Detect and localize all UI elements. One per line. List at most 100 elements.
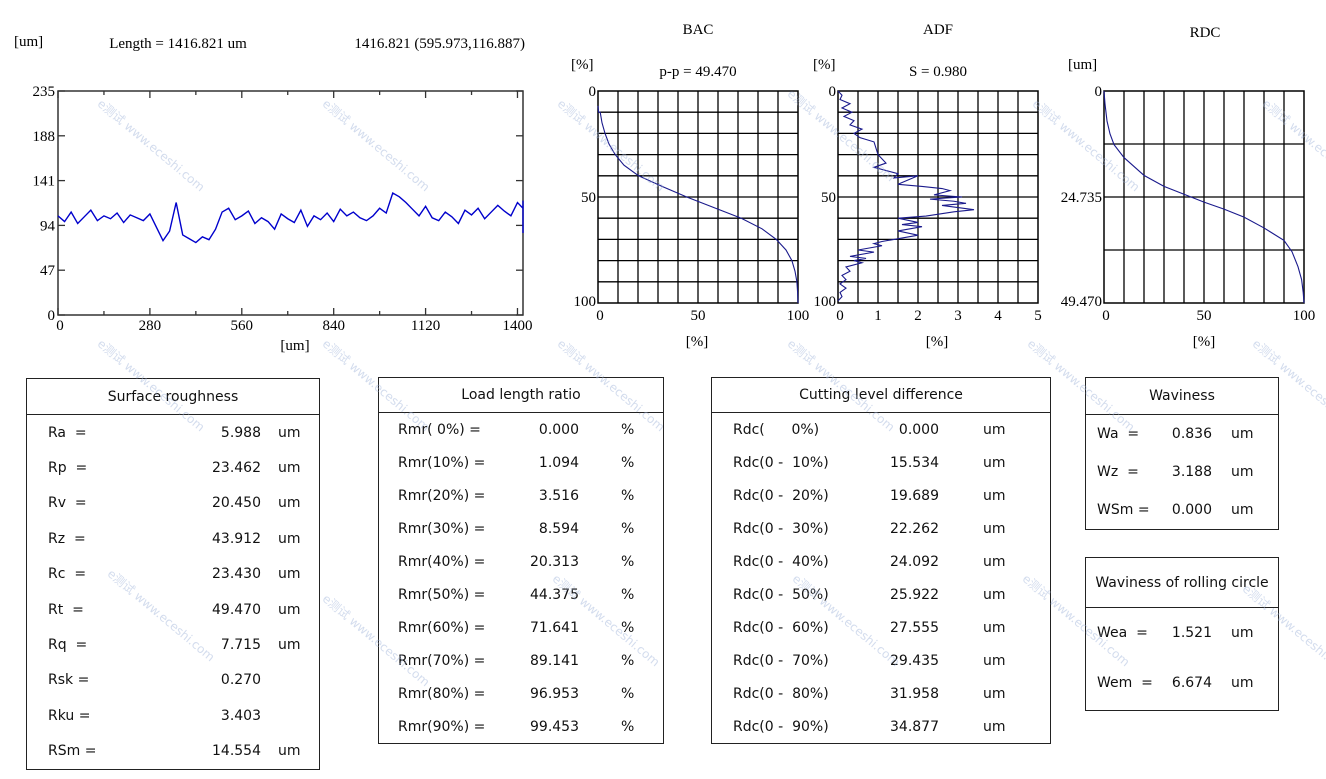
row-label: Rmr( 0%) = [398, 421, 481, 438]
profile-x-tick-label: 1400 [502, 318, 532, 334]
rdc-title: RDC [1190, 25, 1221, 41]
profile-x-tick-label: 0 [56, 318, 64, 334]
row-label: Rmr(30%) = [398, 520, 486, 537]
row-unit: um [983, 586, 1006, 603]
waviness-table: Waviness Wa = 0.836 um Wz = 3.188 um WSm = 0.00… [1085, 377, 1279, 530]
bac-plot-frame [597, 90, 799, 304]
table-row: Rdc(0 - 30%) 22.262 um [712, 512, 1050, 545]
profile-y-tick-label: 0 [48, 308, 56, 324]
adf-x-tick-label: 2 [914, 308, 922, 324]
bac-x-tick-label: 0 [596, 308, 604, 324]
row-value: 43.912 [212, 530, 261, 547]
row-value: 0.000 [898, 421, 939, 438]
row-label: Rp = [48, 460, 88, 477]
row-unit: um [278, 743, 301, 760]
row-label: Rsk = [48, 672, 90, 689]
row-label: Rmr(50%) = [398, 586, 486, 603]
row-label: Rc = [48, 566, 87, 583]
adf-series-line [837, 90, 975, 302]
row-unit: % [621, 487, 635, 504]
adf-x-tick-label: 4 [994, 308, 1002, 324]
load-length-ratio-title: Load length ratio [379, 378, 663, 413]
row-unit: um [1231, 675, 1254, 691]
row-label: Rmr(10%) = [398, 454, 486, 471]
row-unit: um [983, 454, 1006, 471]
adf-plot-frame [837, 90, 1039, 304]
row-unit: um [983, 652, 1006, 669]
row-value: 25.922 [890, 586, 939, 603]
profile-series-line [57, 191, 524, 244]
row-value: 0.000 [1171, 502, 1212, 518]
profile-cursor-readout: 1416.821 (595.973,116.887) [354, 36, 525, 52]
row-value: 0.270 [220, 672, 261, 689]
row-unit: um [983, 487, 1006, 504]
bac-x-tick-label: 50 [691, 308, 706, 324]
row-unit: um [1231, 426, 1254, 442]
row-unit: % [621, 553, 635, 570]
row-unit: um [983, 718, 1006, 735]
profile-y-tick-label: 235 [33, 84, 56, 100]
bac-y-tick-label: 100 [574, 294, 597, 310]
profile-x-tick-label: 840 [322, 318, 345, 334]
row-unit: um [1231, 625, 1254, 641]
row-label: WSm = [1097, 502, 1150, 518]
profile-y-tick-label: 94 [40, 218, 56, 234]
row-value: 20.313 [530, 553, 579, 570]
row-value: 7.715 [220, 637, 261, 654]
row-value: 89.141 [530, 652, 579, 669]
row-unit: % [621, 718, 635, 735]
table-row: Ra = 5.988 um [27, 415, 319, 450]
row-value: 3.188 [1171, 464, 1212, 480]
table-row: Rdc(0 - 70%) 29.435 um [712, 644, 1050, 677]
waviness-rolling-circle-title: Waviness of rolling circle [1086, 558, 1278, 608]
row-label: Rdc(0 - 30%) [733, 520, 829, 537]
row-unit: um [983, 421, 1006, 438]
rdc-plot-frame [1103, 90, 1305, 304]
rdc-y-tick-label: 0 [1095, 84, 1103, 100]
row-value: 24.092 [890, 553, 939, 570]
row-value: 22.262 [890, 520, 939, 537]
profile-x-tick-label: 280 [139, 318, 162, 334]
row-label: Rmr(60%) = [398, 619, 486, 636]
bac-series-line [597, 105, 799, 304]
waviness-title: Waviness [1086, 378, 1278, 415]
adf-x-tick-label: 5 [1034, 308, 1042, 324]
row-label: Rv = [48, 495, 87, 512]
bac-x-unit: [%] [686, 334, 709, 350]
row-value: 27.555 [890, 619, 939, 636]
adf-title: ADF [923, 22, 953, 38]
row-label: Rmr(40%) = [398, 553, 486, 570]
row-unit: um [983, 685, 1006, 702]
row-unit: um [983, 520, 1006, 537]
row-value: 99.453 [530, 718, 579, 735]
adf-x-unit: [%] [926, 334, 949, 350]
row-unit: um [278, 601, 301, 618]
row-unit: % [621, 586, 635, 603]
table-row: Rq = 7.715 um [27, 627, 319, 662]
table-row: Rdc( 0%) 0.000 um [712, 413, 1050, 446]
table-row: Rc = 23.430 um [27, 557, 319, 592]
row-value: 49.470 [212, 601, 261, 618]
row-unit: % [621, 454, 635, 471]
row-value: 1.521 [1171, 625, 1212, 641]
row-label: Rdc(0 - 40%) [733, 553, 829, 570]
row-unit: um [1231, 464, 1254, 480]
table-row: WSm = 0.000 um [1086, 491, 1278, 529]
profile-x-tick-label: 1120 [411, 318, 440, 334]
adf-x-tick-label: 0 [836, 308, 844, 324]
row-value: 5.988 [220, 424, 261, 441]
table-row: Rmr(10%) = 1.094% [379, 446, 663, 479]
row-label: Rmr(80%) = [398, 685, 486, 702]
adf-x-tick-label: 1 [874, 308, 882, 324]
adf-y-tick-label: 0 [829, 84, 837, 100]
table-row: Rz = 43.912 um [27, 521, 319, 556]
table-row: Rdc(0 - 80%) 31.958 um [712, 677, 1050, 710]
row-unit: um [278, 530, 301, 547]
row-unit: um [278, 424, 301, 441]
profile-y-tick-label: 47 [40, 263, 56, 279]
row-value: 29.435 [890, 652, 939, 669]
profile-y-tick-label: 141 [33, 174, 56, 190]
adf-s-label: S = 0.980 [909, 64, 967, 80]
row-value: 23.430 [212, 566, 261, 583]
